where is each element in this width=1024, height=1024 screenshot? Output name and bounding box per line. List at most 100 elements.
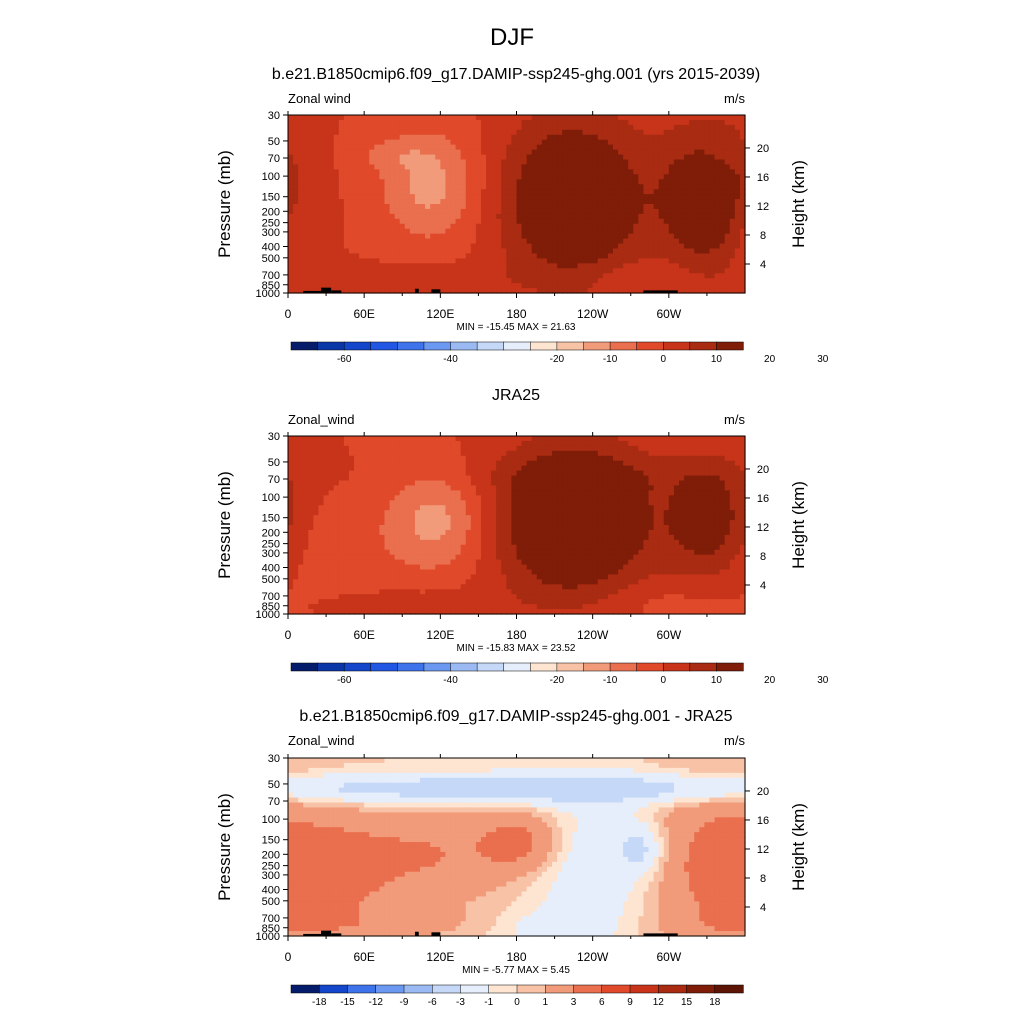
field-cell <box>404 283 411 289</box>
field-cell <box>734 500 741 506</box>
field-cell <box>359 445 365 452</box>
field-cell <box>348 253 355 259</box>
field-cell <box>313 115 320 121</box>
field-cell <box>470 194 477 200</box>
field-cell <box>333 515 340 521</box>
field-cell <box>734 218 741 225</box>
field-cell <box>729 436 736 442</box>
field-cell <box>734 144 741 151</box>
field-cell <box>374 119 380 126</box>
field-cell <box>318 149 325 156</box>
field-cell <box>435 470 441 477</box>
field-cell <box>440 134 447 141</box>
field-cell <box>694 440 700 447</box>
field-cell <box>567 204 573 210</box>
field-cell <box>399 189 406 195</box>
field-cell <box>714 268 721 274</box>
field-cell <box>343 520 350 526</box>
field-cell <box>643 179 650 185</box>
field-cell <box>572 500 579 506</box>
field-cell <box>298 475 304 482</box>
field-cell <box>516 283 523 289</box>
field-cell <box>552 283 558 289</box>
field-cell <box>658 450 665 457</box>
field-cell <box>364 199 370 205</box>
field-cell <box>653 273 660 279</box>
field-cell <box>343 194 350 200</box>
field-cell <box>531 480 538 487</box>
field-cell <box>704 500 711 506</box>
field-cell <box>491 228 497 235</box>
field-cell <box>465 253 472 259</box>
field-cell <box>552 199 558 205</box>
field-cell <box>486 169 492 175</box>
field-cell <box>694 243 700 250</box>
field-cell <box>293 253 299 259</box>
field-cell <box>521 505 528 511</box>
field-cell <box>689 233 695 240</box>
field-cell <box>684 515 690 521</box>
field-cell <box>689 154 695 161</box>
field-cell <box>450 470 457 477</box>
field-cell <box>612 263 619 269</box>
field-cell <box>567 515 573 521</box>
field-cell <box>374 440 380 447</box>
field-cell <box>521 184 528 190</box>
field-cell <box>724 139 731 146</box>
field-cell <box>440 204 447 210</box>
field-cell <box>338 515 345 521</box>
field-cell <box>348 208 355 215</box>
field-cell <box>298 149 304 156</box>
field-cell <box>658 164 665 170</box>
field-cell <box>298 144 304 151</box>
field-cell <box>597 174 604 180</box>
field-cell <box>420 119 426 126</box>
field-cell <box>480 283 487 289</box>
field-cell <box>684 159 690 166</box>
field-cell <box>526 223 533 230</box>
field-cell <box>379 520 386 526</box>
field-cell <box>704 258 711 264</box>
field-cell <box>338 248 345 255</box>
field-cell <box>648 213 655 220</box>
field-cell <box>450 238 457 245</box>
field-cell <box>607 505 614 511</box>
field-cell <box>501 154 507 161</box>
field-cell <box>618 515 624 521</box>
field-cell <box>506 480 513 487</box>
field-cell <box>298 243 304 250</box>
field-cell <box>536 440 543 447</box>
field-cell <box>409 199 416 205</box>
field-cell <box>628 480 634 487</box>
field-cell <box>739 510 746 516</box>
field-cell <box>288 169 294 175</box>
field-cell <box>328 199 335 205</box>
field-cell <box>678 480 685 487</box>
field-cell <box>293 124 299 131</box>
field-cell <box>516 268 523 274</box>
field-cell <box>445 204 452 210</box>
field-cell <box>577 465 584 472</box>
field-cell <box>623 268 629 274</box>
field-cell <box>694 129 700 136</box>
field-cell <box>618 490 624 496</box>
field-cell <box>618 248 624 255</box>
field-cell <box>359 208 365 215</box>
field-cell <box>318 273 325 279</box>
field-cell <box>430 164 436 170</box>
field-cell <box>475 228 482 235</box>
field-cell <box>440 248 447 255</box>
field-cell <box>369 218 375 225</box>
field-cell <box>699 115 705 121</box>
field-cell <box>531 510 538 516</box>
field-cell <box>414 253 421 259</box>
field-cell <box>338 149 345 156</box>
field-cell <box>440 124 447 131</box>
field-cell <box>338 233 345 240</box>
field-cell <box>298 194 304 200</box>
field-cell <box>719 204 726 210</box>
field-cell <box>607 129 614 136</box>
field-cell <box>678 169 685 175</box>
field-cell <box>719 248 726 255</box>
field-cell <box>420 510 426 516</box>
